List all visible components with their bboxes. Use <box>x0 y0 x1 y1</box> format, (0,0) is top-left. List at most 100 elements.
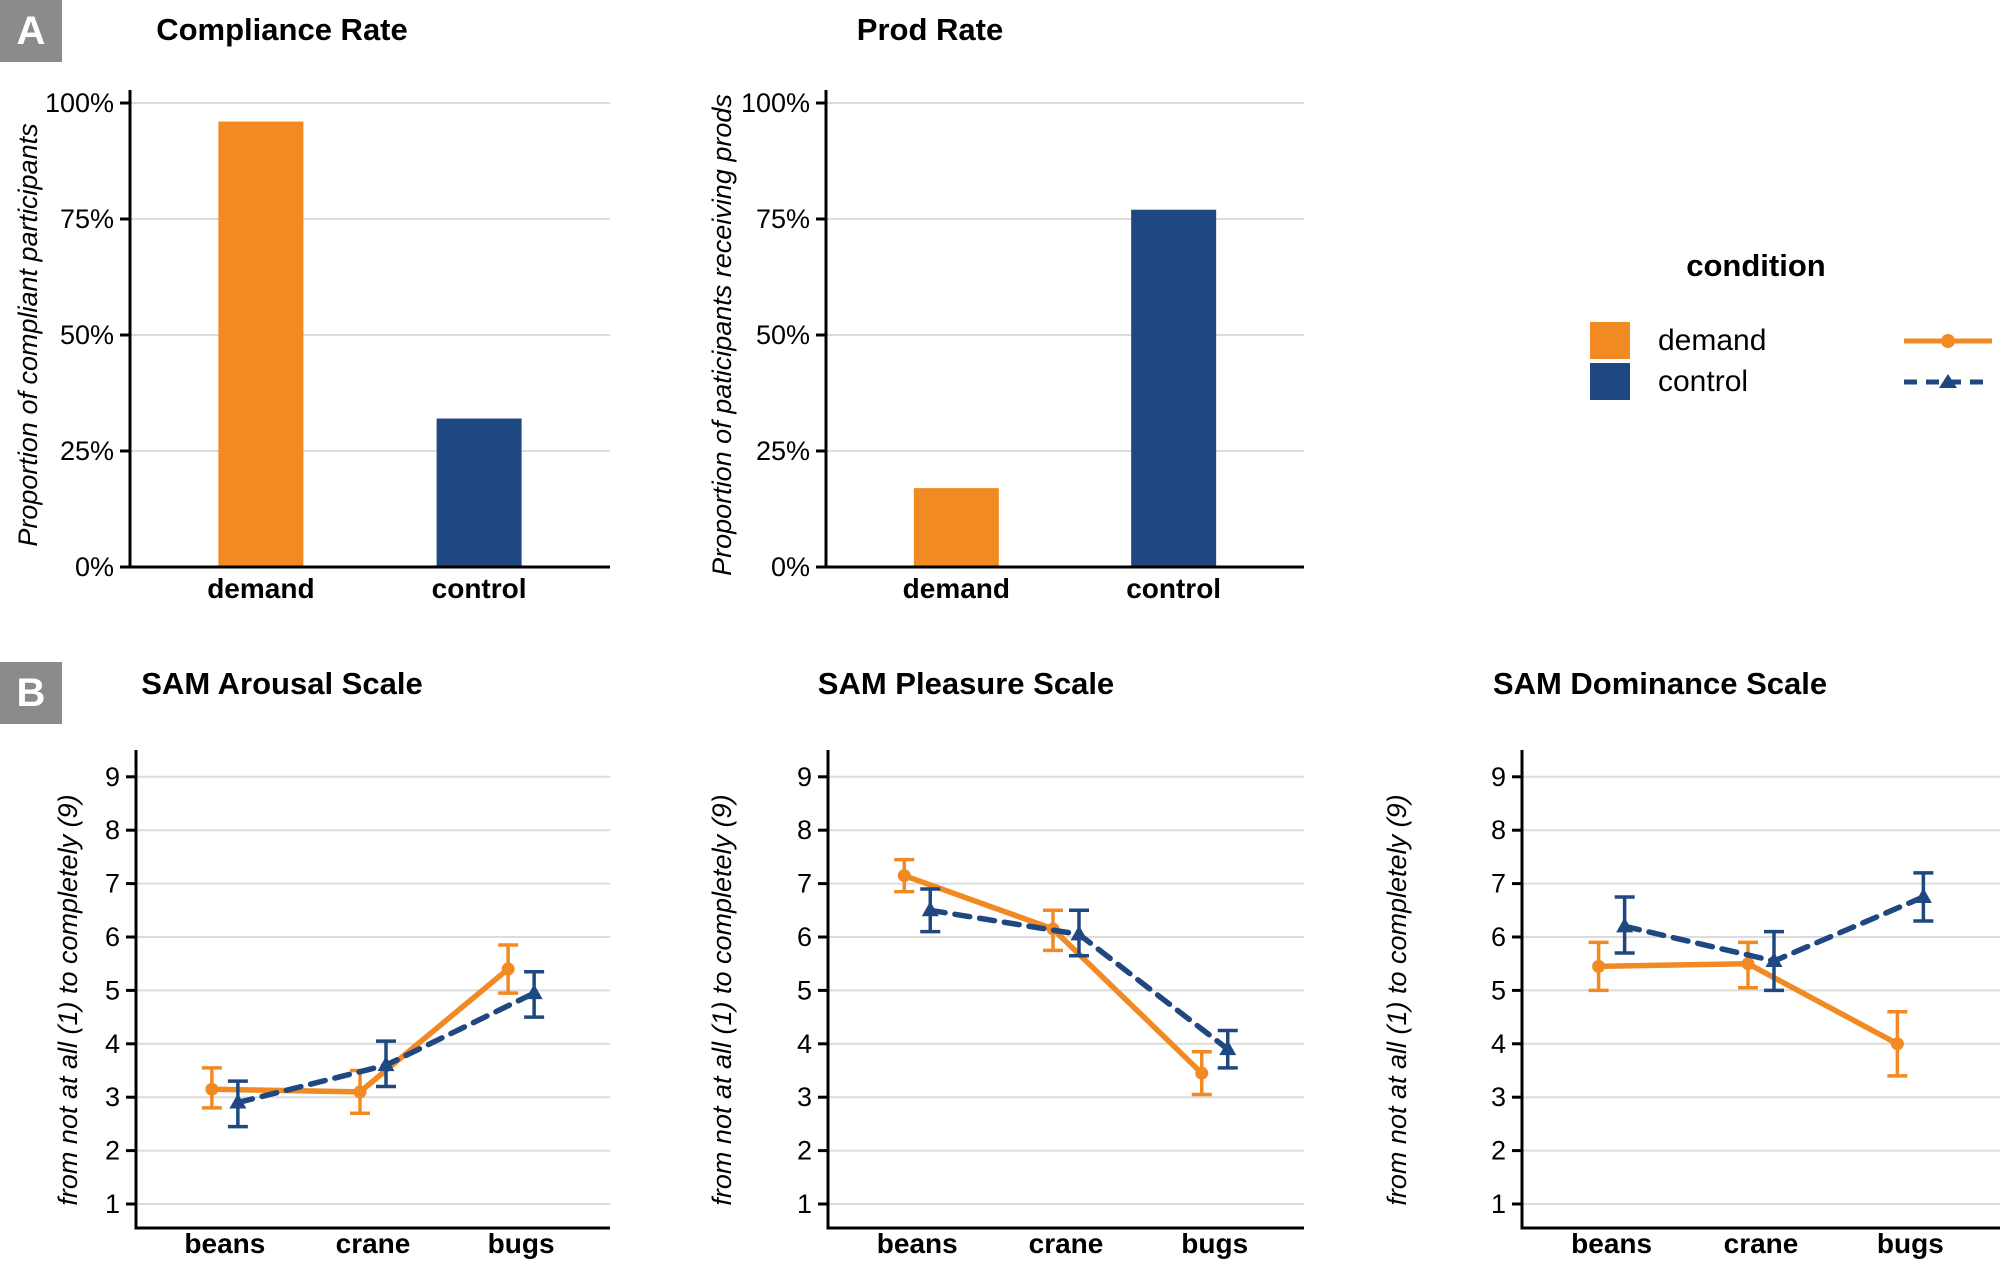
x-axis-labels: beans crane bugs <box>877 1228 1248 1259</box>
y-tick-label: 7 <box>797 869 812 899</box>
panel-label-b: B <box>0 662 62 724</box>
marker-circle-demand <box>1592 959 1606 973</box>
chart-title-dominance: SAM Dominance Scale <box>1492 666 1828 701</box>
y-tick-label: 2 <box>797 1136 812 1166</box>
legend-label-control: control <box>1658 364 1749 398</box>
y-tick-label: 1 <box>797 1189 812 1219</box>
bar-demand <box>913 488 999 567</box>
y-axis-title-pleasure: from not at all (1) to completely (9) <box>707 794 737 1206</box>
y-tick-label: 2 <box>1491 1136 1506 1166</box>
demand-line-sample <box>1904 333 1992 348</box>
y-tick-label: 9 <box>105 762 120 792</box>
bars <box>218 121 522 567</box>
marker-circle-demand <box>1890 1037 1904 1051</box>
series-control <box>1614 871 1934 993</box>
y-tick-label: 3 <box>797 1082 812 1112</box>
sam-pleasure-chart: 1 2 3 4 5 6 7 8 9 beans crane bugs <box>797 750 1304 1259</box>
y-tick-label: 5 <box>1491 975 1506 1005</box>
y-tick-label: 5 <box>105 975 120 1005</box>
y-tick-label: 9 <box>1491 762 1506 792</box>
y-tick-label: 4 <box>105 1029 120 1059</box>
y-axis-ticks: 1 2 3 4 5 6 7 8 9 <box>105 762 136 1219</box>
legend-row-demand: demand <box>1590 320 1994 361</box>
chart-title-pleasure: SAM Pleasure Scale <box>817 666 1115 701</box>
gridlines <box>130 102 610 452</box>
series-control <box>920 887 1238 1070</box>
y-tick-label: 5 <box>797 975 812 1005</box>
gridlines <box>826 102 1304 452</box>
control-color-swatch <box>1590 363 1630 400</box>
chart-title-compliance: Compliance Rate <box>156 12 408 47</box>
y-tick-label: 75% <box>60 204 114 234</box>
demand-color-swatch <box>1590 322 1630 359</box>
axis-lines <box>824 90 1304 569</box>
bar-demand <box>218 121 304 567</box>
x-tick-label: bugs <box>1877 1228 1944 1259</box>
legend: condition demand control <box>1590 248 1994 402</box>
y-tick-label: 25% <box>60 436 114 466</box>
series-demand <box>894 857 1212 1097</box>
y-tick-label: 6 <box>797 922 812 952</box>
marker-circle-demand <box>501 962 515 976</box>
bar-control <box>436 418 522 567</box>
x-tick-label: control <box>432 573 527 604</box>
chart-title-prod: Prod Rate <box>856 12 1004 47</box>
y-tick-label: 25% <box>756 436 810 466</box>
axis-lines <box>1520 750 2000 1230</box>
y-tick-label: 50% <box>756 320 810 350</box>
x-axis-labels: demand control <box>903 573 1221 604</box>
x-axis-labels: beans crane bugs <box>1571 1228 1944 1259</box>
y-axis-ticks: 0% 25% 50% 75% 100% <box>741 88 826 582</box>
legend-row-control: control <box>1590 361 1994 402</box>
x-tick-label: demand <box>207 573 314 604</box>
marker-triangle-control <box>1219 1040 1237 1056</box>
y-tick-label: 1 <box>1491 1189 1506 1219</box>
y-tick-label: 4 <box>1491 1029 1506 1059</box>
marker-triangle-control <box>229 1093 247 1109</box>
chart-title-arousal: SAM Arousal Scale <box>141 666 423 701</box>
y-tick-label: 3 <box>105 1082 120 1112</box>
x-tick-label: control <box>1126 573 1221 604</box>
legend-label-demand: demand <box>1658 323 1767 357</box>
axis-lines <box>128 90 610 569</box>
marker-circle-demand <box>897 869 911 883</box>
marker-circle-demand <box>353 1085 367 1099</box>
sam-arousal-chart: 1 2 3 4 5 6 7 8 9 beans crane bugs <box>105 750 610 1259</box>
x-tick-label: crane <box>1029 1228 1104 1259</box>
control-line-sample <box>1904 373 1992 388</box>
y-tick-label: 8 <box>1491 815 1506 845</box>
bars <box>913 209 1217 567</box>
y-tick-label: 6 <box>1491 922 1506 952</box>
y-tick-label: 4 <box>797 1029 812 1059</box>
y-tick-label: 2 <box>105 1136 120 1166</box>
x-tick-label: beans <box>877 1228 958 1259</box>
y-tick-label: 1 <box>105 1189 120 1219</box>
y-tick-label: 100% <box>45 88 114 118</box>
marker-triangle-control <box>1765 952 1783 968</box>
marker-triangle-control <box>1914 887 1932 903</box>
legend-title: condition <box>1686 248 1826 283</box>
x-axis-labels: demand control <box>207 573 526 604</box>
y-tick-label: 50% <box>60 320 114 350</box>
series-control <box>227 969 545 1129</box>
y-tick-label: 9 <box>797 762 812 792</box>
x-tick-label: demand <box>903 573 1010 604</box>
x-axis-labels: beans crane bugs <box>184 1228 554 1259</box>
bar-control <box>1131 209 1217 567</box>
y-tick-label: 100% <box>741 88 810 118</box>
x-tick-label: beans <box>1571 1228 1652 1259</box>
gridlines <box>136 775 610 1205</box>
marker-circle-demand <box>1741 957 1755 971</box>
y-tick-label: 8 <box>105 815 120 845</box>
axis-lines <box>134 750 610 1230</box>
y-axis-title-dominance: from not at all (1) to completely (9) <box>1382 794 1412 1206</box>
y-axis-ticks: 0% 25% 50% 75% 100% <box>45 88 130 582</box>
marker-triangle-control <box>377 1056 395 1072</box>
compliance-rate-chart: 0% 25% 50% 75% 100% demand control <box>45 88 610 604</box>
y-tick-label: 0% <box>771 552 810 582</box>
y-tick-label: 75% <box>756 204 810 234</box>
y-axis-ticks: 1 2 3 4 5 6 7 8 9 <box>1491 762 1522 1219</box>
marker-triangle-control <box>1070 925 1088 941</box>
marker-triangle-control <box>1616 917 1634 933</box>
